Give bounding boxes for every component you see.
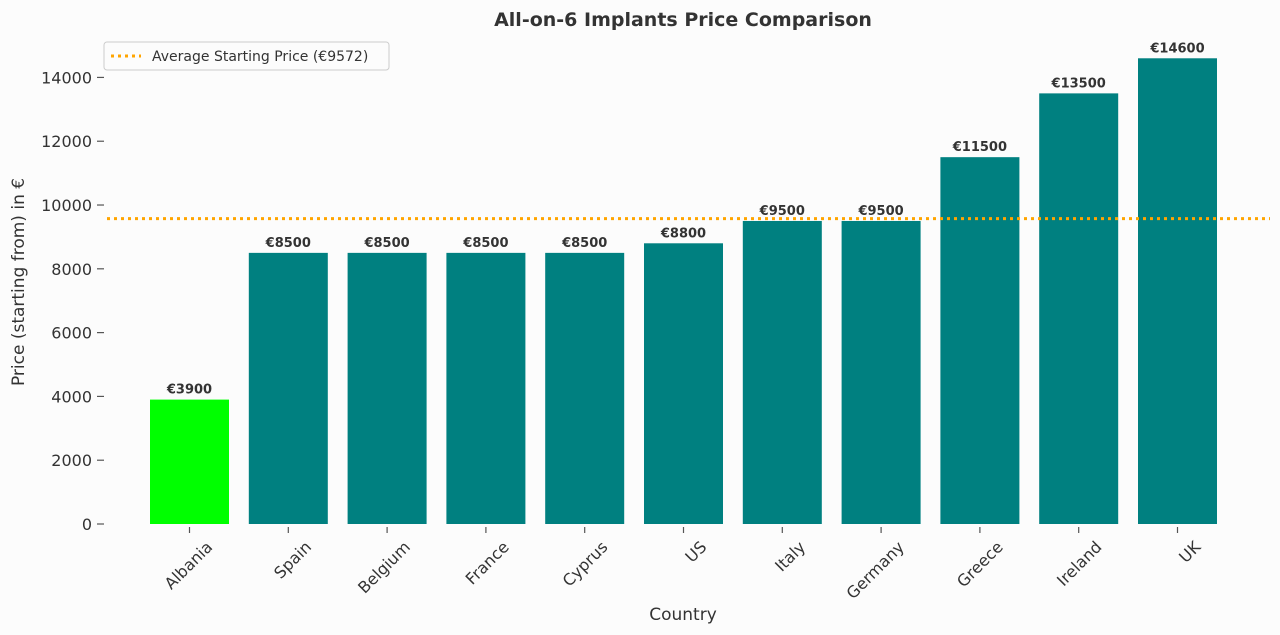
chart-title: All-on-6 Implants Price Comparison (494, 9, 872, 31)
y-axis-label: Price (starting from) in € (9, 178, 29, 386)
legend-box (103, 41, 390, 71)
legend-entry-average: Average Starting Price (€9572) (152, 49, 368, 65)
bar-uk (1138, 58, 1217, 525)
bar-value-label: €8500 (363, 236, 409, 251)
y-axis-ticks: 0 2000 4000 6000 8000 10000 12000 14000 (41, 68, 104, 534)
bar-france (446, 252, 526, 524)
y-tick-label: 10000 (41, 196, 92, 215)
x-tick-label: Germany (842, 537, 907, 602)
y-tick-label: 6000 (51, 324, 92, 343)
bar-value-label: €8500 (265, 236, 311, 251)
bar-albania (150, 399, 229, 524)
x-tick-label: Greece (953, 537, 1007, 591)
bar-value-label: €8500 (561, 236, 607, 251)
y-tick-label: 2000 (51, 451, 92, 470)
x-tick-label: US (681, 537, 710, 566)
bar-value-label: €9500 (759, 204, 805, 219)
bar-value-label: €8500 (462, 236, 508, 251)
x-tick-label: Cyprus (559, 537, 612, 590)
bar-greece (940, 157, 1020, 524)
bar-germany (841, 220, 921, 524)
x-tick-label: UK (1175, 537, 1204, 566)
bar-ireland (1039, 93, 1119, 524)
bar-value-labels: €3900 €8500 €8500 €8500 €8500 €8800 €9500 €9500… (166, 41, 1205, 397)
y-tick-label: 12000 (41, 132, 92, 151)
y-tick-label: 8000 (51, 260, 92, 279)
x-axis-label: Country (649, 605, 717, 625)
x-tick-label: Spain (270, 537, 315, 582)
bar-cyprus (545, 252, 625, 524)
x-axis-ticks: Albania Spain Belgium France Cyprus US Italy Ge… (161, 527, 1205, 603)
bar-belgium (347, 252, 427, 524)
bar-value-label: €13500 (1051, 76, 1106, 91)
bar-value-label: €11500 (952, 140, 1007, 155)
bar-us (644, 243, 723, 524)
y-tick-label: 0 (82, 515, 92, 534)
bars-group (150, 58, 1217, 525)
bar-value-label: €3900 (166, 383, 212, 398)
legend: Average Starting Price (€9572) (103, 41, 390, 71)
bar-value-label: €8800 (660, 226, 706, 241)
x-tick-label: Ireland (1053, 537, 1106, 590)
x-tick-label: France (462, 537, 513, 588)
x-tick-label: Italy (771, 537, 809, 575)
bar-italy (742, 220, 822, 524)
x-tick-label: Belgium (354, 537, 414, 597)
y-tick-label: 4000 (51, 387, 92, 406)
y-tick-label: 14000 (41, 68, 92, 87)
x-tick-label: Albania (161, 537, 217, 593)
bar-value-label: €9500 (857, 204, 903, 219)
bar-value-label: €14600 (1149, 41, 1204, 56)
bar-spain (248, 252, 328, 524)
